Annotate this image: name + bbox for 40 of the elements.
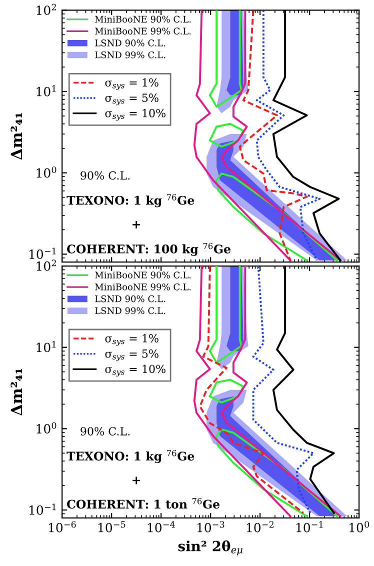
legend-label: σ$_{sys}$ = 5% (105, 349, 158, 362)
y-tick-label: 10$^{2}$ (36, 4, 56, 16)
annotation: 90% C.L. (80, 427, 130, 436)
y-tick-label: 10$^{0}$ (36, 166, 56, 178)
annotation: + (132, 220, 140, 228)
y-axis-title: Δm²₄₁ (10, 113, 22, 160)
x-tick-label: 10$^{−5}$ (98, 521, 126, 532)
x-tick-label: 10$^{−4}$ (148, 521, 175, 532)
legend-label: σ$_{sys}$ = 1% (105, 78, 158, 90)
legend-label: MiniBooNE 90% C.L. (95, 16, 191, 23)
annotation: TEXONO: 1 kg $^{76}$Ge (66, 194, 194, 208)
annotation: COHERENT: 100 kg $^{76}$Ge (67, 242, 231, 256)
annotation: COHERENT: 1 ton $^{76}$Ge (67, 498, 220, 509)
y-tick-label: 10$^{2}$ (36, 260, 56, 271)
legend-label: MiniBooNE 99% C.L. (95, 283, 191, 290)
x-tick-label: 10$^{−6}$ (48, 521, 76, 532)
legend-label: MiniBooNE 99% C.L. (95, 28, 191, 34)
y-tick-label: 10$^{1}$ (36, 340, 56, 352)
legend-label: LSND 99% C.L. (95, 51, 166, 58)
annotation: 90% C.L. (80, 171, 130, 180)
legend-label: σ$_{sys}$ = 5% (105, 94, 158, 106)
legend-label: σ$_{sys}$ = 10% (105, 108, 166, 121)
x-axis-title: sin² 2θ$_{eμ}$ (178, 540, 242, 556)
legend-label: σ$_{sys}$ = 10% (105, 364, 166, 376)
x-tick-label: 10$^{−1}$ (296, 521, 323, 532)
x-tick-label: 10$^{−3}$ (197, 521, 224, 532)
y-tick-label: 10$^{0}$ (36, 422, 56, 434)
x-tick-label: 10$^{−2}$ (246, 521, 274, 532)
annotation: TEXONO: 1 kg $^{76}$Ge (66, 450, 194, 464)
y-tick-label: 10$^{1}$ (36, 85, 56, 96)
x-tick-label: 10$^{0}$ (350, 521, 370, 532)
legend-label: σ$_{sys}$ = 1% (105, 334, 158, 346)
y-tick-label: 10$^{−1}$ (30, 504, 56, 515)
y-axis-title: Δm²₄₁ (10, 368, 22, 416)
legend-label: MiniBooNE 90% C.L. (95, 272, 191, 278)
y-tick-label: 10$^{−1}$ (30, 248, 56, 260)
annotation: + (132, 476, 140, 484)
legend-label: LSND 90% C.L. (95, 40, 166, 46)
legend-label: LSND 99% C.L. (95, 307, 166, 314)
legend-label: LSND 90% C.L. (95, 295, 166, 302)
